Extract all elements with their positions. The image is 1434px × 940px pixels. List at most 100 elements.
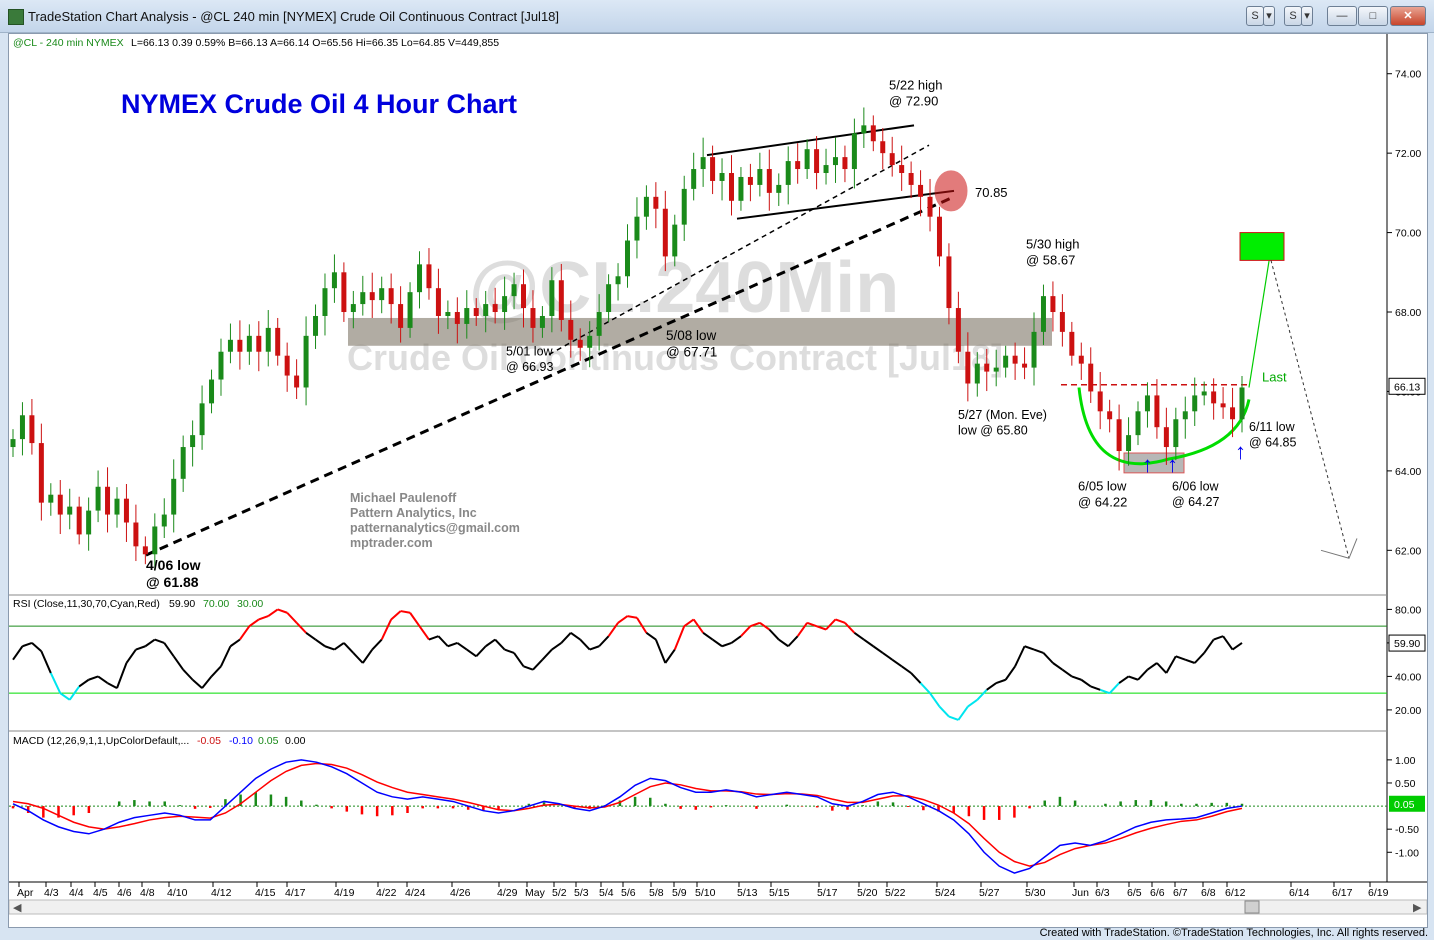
x-axis-label: 6/14	[1289, 887, 1310, 899]
symbol-link-button[interactable]: S	[1246, 6, 1264, 26]
window-link-dropdown[interactable]: ▾	[1301, 6, 1313, 26]
candle-body	[388, 288, 394, 305]
scrollbar-thumb[interactable]	[1244, 900, 1260, 914]
rsi-segment	[901, 665, 912, 674]
x-axis-label: 5/17	[817, 887, 838, 899]
candle-body	[492, 304, 498, 313]
rsi-segment	[1213, 635, 1224, 641]
signature-email: patternanalytics@gmail.com	[350, 521, 520, 535]
close-button[interactable]: ✕	[1390, 6, 1426, 26]
candle-body	[435, 288, 441, 316]
candle-body	[171, 478, 177, 515]
rsi-segment	[740, 625, 752, 637]
rsi-segment	[97, 675, 109, 684]
scroll-left-arrow[interactable]: ◀	[13, 902, 22, 914]
rsi-segment	[343, 642, 355, 654]
last-price-label: 66.13	[1394, 381, 1420, 393]
candle-body	[95, 486, 101, 511]
candle-body	[615, 276, 621, 285]
x-axis-label: 6/7	[1173, 887, 1188, 899]
rsi-segment	[967, 699, 978, 708]
x-axis-label: 5/6	[621, 887, 636, 899]
macd-avg: -0.10	[229, 735, 253, 747]
candle-body	[530, 308, 536, 328]
macd-line	[12, 759, 1243, 874]
annotation-label: @ 58.67	[1026, 252, 1075, 267]
candle-body	[10, 439, 16, 448]
candle-body	[851, 133, 857, 170]
chart-panel: ◀ ▶ @CL - 240 min NYMEX L=66.13 0.39 0.5…	[8, 33, 1428, 928]
annotation-label: @ 61.88	[146, 574, 199, 590]
x-axis-label: 4/10	[167, 887, 188, 899]
macd-signal-line	[12, 762, 1243, 867]
candle-body	[19, 415, 25, 440]
horizontal-scrollbar[interactable]	[9, 899, 1427, 915]
scroll-right-arrow[interactable]: ▶	[1413, 902, 1422, 914]
annotation-label: 5/01 low	[506, 345, 554, 359]
minimize-button[interactable]: —	[1327, 6, 1357, 26]
candle-body	[606, 284, 612, 313]
last-price-box	[1388, 377, 1426, 395]
candle-body	[681, 188, 687, 225]
candle-body	[57, 494, 63, 515]
signature-company: Pattern Analytics, Inc	[350, 506, 477, 520]
candle-body	[625, 240, 630, 277]
rsi-segment	[825, 618, 837, 631]
x-axis-label: 4/15	[255, 887, 276, 899]
rsi-segment	[986, 682, 997, 691]
window-link-button[interactable]: S	[1284, 6, 1302, 26]
rsi-segment	[295, 622, 307, 634]
maximize-button[interactable]: □	[1358, 6, 1388, 26]
rsi-segment	[796, 622, 808, 637]
rsi-segment	[1137, 669, 1149, 681]
candle-body	[1050, 296, 1056, 313]
rsi-segment	[1004, 665, 1016, 681]
candle-body	[728, 173, 734, 201]
candle-body	[946, 256, 952, 309]
rsi-last-box	[1388, 634, 1426, 652]
candle-body	[1059, 312, 1065, 332]
macd-axis-label: 1.00	[1395, 755, 1416, 767]
rsi-segment	[1165, 655, 1177, 674]
price-axis-label: 70.00	[1395, 228, 1421, 240]
x-axis-label: 4/29	[497, 887, 518, 899]
rsi-segment	[1042, 652, 1054, 664]
rsi-segment	[400, 610, 411, 614]
candle-body	[445, 312, 451, 316]
rsi-segment	[333, 642, 345, 651]
candle-body	[1211, 391, 1217, 404]
rsi-segment	[1080, 678, 1092, 688]
candle-body	[417, 264, 423, 293]
rsi-segment	[1203, 638, 1215, 654]
rsi-segment	[560, 632, 572, 644]
annotation-label: low @ 65.80	[958, 424, 1028, 438]
x-axis-label: 4/4	[69, 887, 84, 899]
rsi-segment	[636, 617, 648, 634]
candle-body	[823, 165, 829, 174]
rsi-segment	[853, 632, 865, 641]
rsi-segment	[12, 645, 24, 661]
rsi-segment	[135, 645, 146, 651]
candle-body	[899, 165, 905, 174]
symbol-link-dropdown[interactable]: ▾	[1263, 6, 1275, 26]
rsi-segment	[589, 645, 600, 651]
candle-body	[379, 288, 385, 301]
macd-axis-label: 0.50	[1395, 778, 1416, 790]
annotation-label: 4/06 low	[146, 557, 201, 573]
candle-body	[398, 304, 404, 328]
rsi-segment	[447, 641, 458, 648]
annotation-label: 5/08 low	[666, 328, 717, 343]
candles-layer	[10, 107, 1245, 571]
candle-body	[152, 526, 158, 555]
chart-canvas: ◀ ▶ @CL - 240 min NYMEX L=66.13 0.39 0.5…	[9, 34, 1427, 915]
candle-body	[539, 315, 545, 328]
rsi-segment	[579, 638, 591, 651]
candle-body	[313, 315, 319, 336]
x-axis-label: 6/6	[1150, 887, 1165, 899]
candle-body	[1107, 411, 1113, 420]
rsi-segment	[645, 632, 657, 641]
rsi-segment	[1128, 675, 1139, 681]
rsi-segment	[182, 669, 194, 681]
macd-last-box	[1389, 795, 1425, 812]
rsi-segment	[654, 639, 667, 664]
